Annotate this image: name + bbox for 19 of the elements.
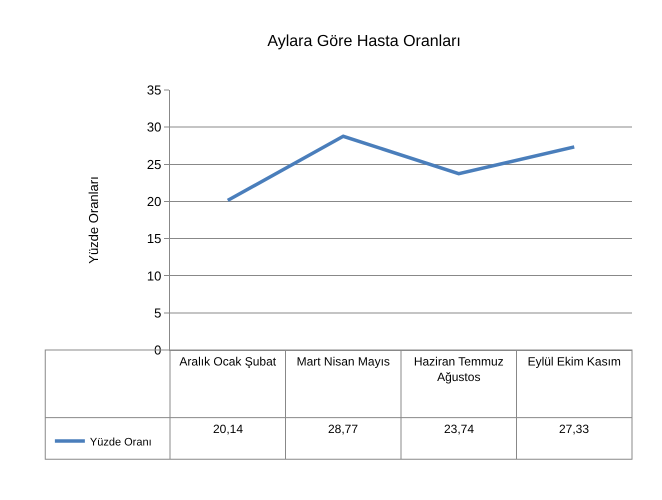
data-label: 27,33	[559, 422, 590, 436]
x-tick-label: Mart Nisan Mayıs	[296, 354, 390, 368]
y-axis-title: Yüzde Oranları	[86, 176, 101, 264]
data-label: 28,77	[328, 422, 358, 436]
x-tick-label: Eylül Ekim Kasım	[528, 354, 621, 368]
legend-label: Yüzde Oranı	[90, 436, 152, 448]
y-tick-label: 10	[146, 268, 162, 284]
y-tick-label: 30	[146, 120, 162, 135]
y-tick-label: 25	[146, 156, 162, 172]
chart-title: Aylara Göre Hasta Oranları	[267, 33, 461, 50]
x-tick-label: Aralık Ocak Şubat	[179, 354, 277, 368]
y-tick-label: 15	[146, 231, 162, 246]
data-label: 23,74	[444, 422, 474, 436]
x-tick-label: Haziran Temmuz Ağustos	[414, 354, 504, 384]
y-tick-label: 20	[146, 194, 162, 209]
data-label: 20,14	[213, 422, 244, 436]
line-series	[226, 134, 576, 202]
y-tick-label: 5	[154, 305, 162, 320]
y-tick-label: 35	[146, 82, 162, 98]
